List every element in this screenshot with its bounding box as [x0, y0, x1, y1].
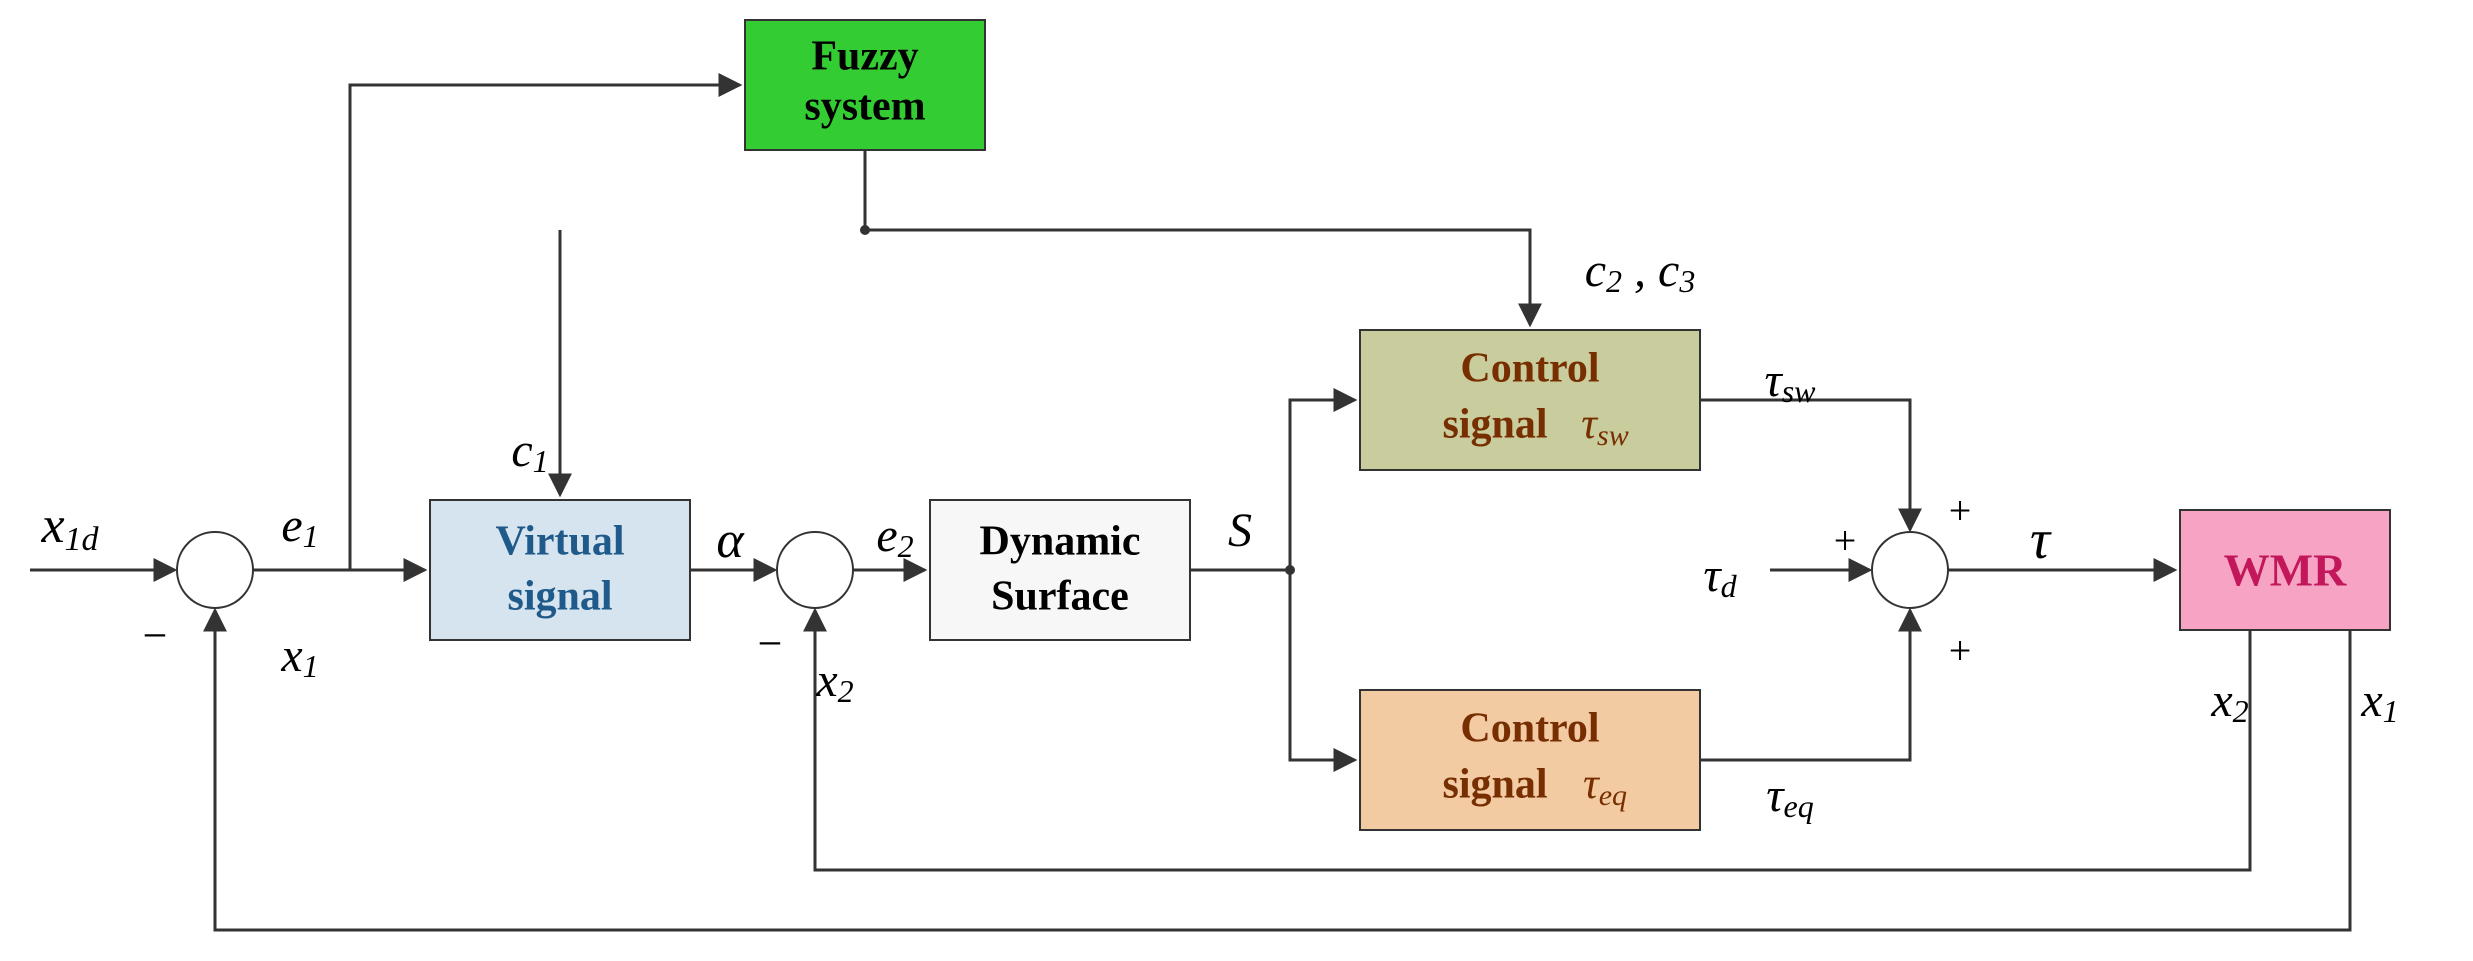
virtual-label-1: Virtual — [495, 519, 624, 565]
wmr-label: WMR — [2224, 545, 2347, 596]
wire-ctleq-to-sum3 — [1700, 610, 1910, 760]
sign-s3-plus-bot: + — [1949, 628, 1972, 673]
label-tau-eq: τeq — [1766, 769, 1813, 824]
control-signal-eq-block: Control signal τeq — [1360, 690, 1700, 830]
wire-s-to-ctleq — [1290, 570, 1355, 760]
label-x1d: x1d — [40, 497, 99, 558]
fuzzy-system-block: Fuzzy system — [745, 20, 985, 150]
label-S: S — [1228, 504, 1252, 557]
label-x1: x1 — [280, 629, 318, 684]
label-e1: e1 — [281, 499, 318, 554]
label-tau-d: τd — [1703, 549, 1737, 604]
label-e2: e2 — [876, 509, 913, 564]
label-x2-out: x2 — [2210, 674, 2248, 729]
control-signal-sw-block: Control signal τsw — [1360, 330, 1700, 470]
sign-s3-plus-top: + — [1949, 488, 1972, 533]
dyn-label-2: Surface — [991, 574, 1129, 620]
ctlsw-label-1: Control — [1460, 346, 1599, 392]
virtual-signal-block: Virtual signal — [430, 500, 690, 640]
wire-s-to-ctlsw — [1290, 400, 1355, 570]
label-tau: τ — [2030, 509, 2052, 571]
label-x2: x2 — [815, 654, 853, 709]
sign-s2-minus: − — [758, 619, 783, 668]
ctleq-label-1: Control — [1460, 706, 1599, 752]
label-tau-sw: τsw — [1765, 354, 1817, 409]
wmr-block: WMR — [2180, 510, 2390, 630]
junction-s — [1285, 565, 1295, 575]
virtual-label-2: signal — [507, 574, 612, 620]
ctleq-label-2: signal — [1442, 762, 1547, 808]
sum-junction-3 — [1872, 532, 1948, 608]
label-c2c3: c2 , c3 — [1585, 244, 1696, 299]
wire-fuzzy-to-ctlsw — [865, 150, 1530, 325]
label-c1: c1 — [511, 424, 548, 479]
dyn-label-1: Dynamic — [980, 519, 1141, 565]
junction-fuzzy — [860, 225, 870, 235]
fuzzy-label-2: system — [804, 84, 925, 130]
dynamic-surface-block: Dynamic Surface — [930, 500, 1190, 640]
ctlsw-label-2: signal — [1442, 402, 1547, 448]
label-x1-out: x1 — [2360, 674, 2398, 729]
wire-ctlsw-to-sum3 — [1700, 400, 1910, 530]
sum-junction-2 — [777, 532, 853, 608]
wire-x1-feedback — [215, 610, 2350, 930]
sign-s3-plus-left: + — [1834, 518, 1857, 563]
label-alpha: α — [716, 512, 745, 569]
sign-s1-minus: − — [143, 611, 168, 660]
sum-junction-1 — [177, 532, 253, 608]
control-block-diagram: Fuzzy system Virtual signal Dynamic Surf… — [0, 0, 2473, 961]
fuzzy-label-1: Fuzzy — [811, 34, 918, 80]
wire-e1-to-fuzzy — [350, 85, 740, 570]
